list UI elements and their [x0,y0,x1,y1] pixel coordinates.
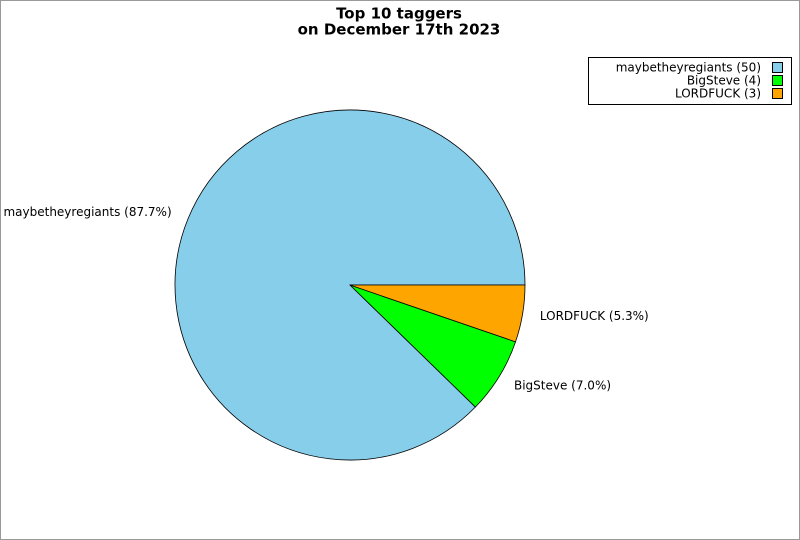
legend-swatch [772,62,783,73]
pie-slice [349,284,526,343]
legend-label: BigSteve (4) [687,74,761,88]
legend-label: LORDFUCK (3) [675,87,761,101]
legend-swatch [772,75,783,86]
chart-subtitle: on December 17th 2023 [298,21,501,39]
legend-box [588,57,792,105]
chart-title: Top 10 taggers [336,5,462,23]
slice-label: LORDFUCK (5.3%) [540,309,649,323]
slice-label: maybetheyregiants (87.7%) [3,205,171,219]
slice-label: BigSteve (7.0%) [514,378,611,392]
legend-label: maybetheyregiants (50) [616,61,761,75]
legend-swatch [772,88,783,99]
